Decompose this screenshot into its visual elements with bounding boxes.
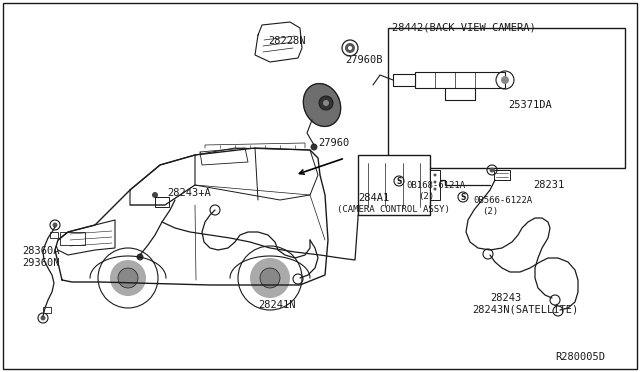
Circle shape <box>433 173 436 176</box>
Text: 29360N: 29360N <box>22 258 60 268</box>
Text: 284A1: 284A1 <box>358 193 389 203</box>
Bar <box>388 28 625 168</box>
Circle shape <box>348 46 352 50</box>
Text: (2): (2) <box>418 192 434 201</box>
Text: S: S <box>460 192 466 202</box>
Circle shape <box>110 260 146 296</box>
Text: 27960: 27960 <box>318 138 349 148</box>
Bar <box>430 170 440 200</box>
Text: 28442(BACK VIEW CAMERA): 28442(BACK VIEW CAMERA) <box>392 22 536 32</box>
Circle shape <box>40 315 45 321</box>
Circle shape <box>323 100 329 106</box>
Bar <box>415 72 505 88</box>
Circle shape <box>319 96 333 110</box>
Circle shape <box>250 258 290 298</box>
Circle shape <box>501 76 509 84</box>
Circle shape <box>52 222 58 228</box>
Circle shape <box>490 167 495 173</box>
Circle shape <box>260 268 280 288</box>
Text: 28241N: 28241N <box>258 300 296 310</box>
Text: 25371DA: 25371DA <box>508 100 552 110</box>
Text: (2): (2) <box>482 207 498 216</box>
Circle shape <box>310 144 317 151</box>
Text: 27960B: 27960B <box>345 55 383 65</box>
Circle shape <box>118 268 138 288</box>
Text: R280005D: R280005D <box>555 352 605 362</box>
Bar <box>393 74 415 86</box>
Text: 28243+A: 28243+A <box>167 188 211 198</box>
Bar <box>155 197 169 207</box>
Bar <box>43 307 51 313</box>
Bar <box>494 170 510 180</box>
Polygon shape <box>303 84 340 126</box>
Circle shape <box>152 192 158 198</box>
Text: 28360A: 28360A <box>22 246 60 256</box>
Text: 28243: 28243 <box>490 293 521 303</box>
Text: 0B168-6121A: 0B168-6121A <box>406 181 465 190</box>
Text: 28231: 28231 <box>533 180 564 190</box>
Text: S: S <box>396 176 402 186</box>
Bar <box>50 232 58 238</box>
Text: 0B566-6122A: 0B566-6122A <box>473 196 532 205</box>
Text: 28228N: 28228N <box>268 36 305 46</box>
Circle shape <box>433 180 436 183</box>
Circle shape <box>433 187 436 190</box>
Bar <box>60 232 85 245</box>
Circle shape <box>136 253 143 260</box>
Circle shape <box>345 43 355 53</box>
Text: 28243N(SATELLITE): 28243N(SATELLITE) <box>472 305 579 315</box>
Text: (CAMERA CONTROL ASSY): (CAMERA CONTROL ASSY) <box>337 205 450 214</box>
Bar <box>358 155 430 215</box>
